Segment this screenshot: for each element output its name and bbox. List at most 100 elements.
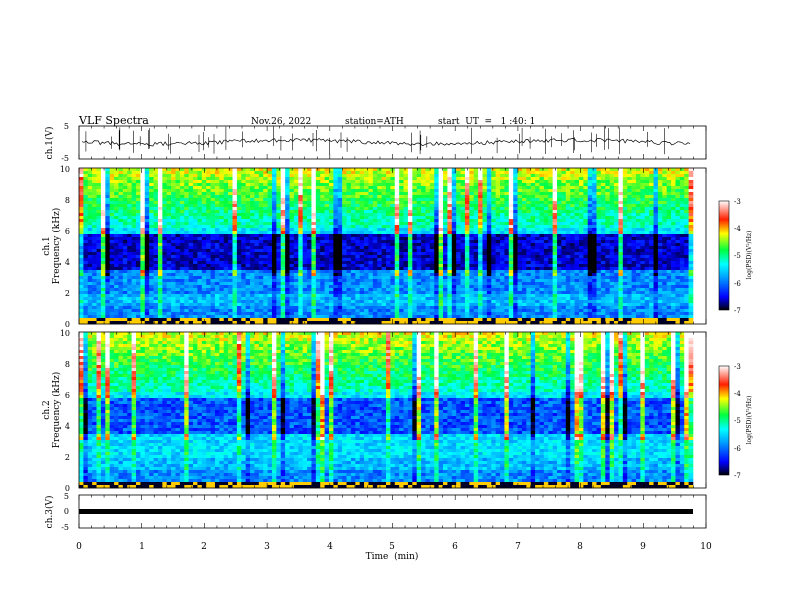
spec1-cell xyxy=(328,171,334,175)
spec1-cell xyxy=(263,222,268,226)
spec1-cell xyxy=(293,231,299,235)
spec1-cell xyxy=(166,210,172,214)
spec1-cell xyxy=(592,234,597,238)
spec1-cell xyxy=(592,216,597,220)
spec1-cell xyxy=(315,207,321,211)
spec1-cell xyxy=(662,261,667,265)
spec1-cell xyxy=(557,252,562,256)
spec1-cell xyxy=(140,210,146,214)
spec1-cell xyxy=(206,168,211,172)
spec1-cell xyxy=(184,231,189,235)
spec1-cell xyxy=(136,252,141,256)
spec1-cell xyxy=(324,192,330,196)
spec1-cell xyxy=(201,255,207,259)
spec1-cell xyxy=(109,195,115,199)
spec1-cell xyxy=(548,174,553,178)
spec1-cell xyxy=(166,216,172,220)
spec1-cell xyxy=(416,213,422,217)
spec1-cell xyxy=(614,219,619,223)
spec1-cell xyxy=(179,225,185,229)
spec1-cell xyxy=(526,243,532,247)
spec1-cell xyxy=(289,255,295,259)
spec1-cell xyxy=(504,234,510,238)
spec1-cell xyxy=(355,267,360,271)
spec1-cell xyxy=(285,180,290,184)
spec1-cell xyxy=(171,249,176,253)
spec1-cell xyxy=(438,246,444,250)
spec1-cell xyxy=(197,252,203,256)
spec1-cell xyxy=(399,237,404,241)
spec1-cell xyxy=(333,186,339,190)
spec1-cell xyxy=(530,174,536,178)
spec1-cell xyxy=(298,177,303,181)
spec1-cell xyxy=(403,234,409,238)
spec1-cell xyxy=(337,195,343,199)
spec1-cell xyxy=(359,231,365,235)
spec1-cell xyxy=(136,180,141,184)
spec1-cell xyxy=(254,261,260,265)
spec1-cell xyxy=(109,222,115,226)
spec1-cell xyxy=(285,270,290,274)
spec1-cell xyxy=(250,210,255,214)
spec1-cell xyxy=(614,216,619,220)
spec1-cell xyxy=(140,174,146,178)
spec1-cell xyxy=(92,168,97,172)
spec1-cell xyxy=(293,225,299,229)
spec1-cell xyxy=(381,234,387,238)
spec1-cell xyxy=(631,240,637,244)
spec1-cell xyxy=(552,222,558,226)
spec1-cell xyxy=(561,261,567,265)
spec1-cell xyxy=(530,204,536,208)
spec1-cell xyxy=(144,171,150,175)
spec1-cell xyxy=(197,261,203,265)
spec1-cell xyxy=(175,237,181,241)
spec1-cell xyxy=(688,252,694,256)
spec1-cell xyxy=(438,237,444,241)
spec1-cell xyxy=(500,255,505,259)
spec1-cell xyxy=(377,216,382,220)
spec1-cell xyxy=(460,264,466,268)
spec1-cell xyxy=(140,177,146,181)
spec1-cell xyxy=(631,198,637,202)
spec1-cell xyxy=(548,171,553,175)
spec1-cell xyxy=(592,198,597,202)
spec1-cell xyxy=(535,198,540,202)
spec1-cell xyxy=(561,246,567,250)
spec1-cell xyxy=(175,258,181,262)
spec1-cell xyxy=(267,210,273,214)
spec1-cell xyxy=(87,252,93,256)
spec1-cell xyxy=(469,192,475,196)
spec1-cell xyxy=(372,231,378,235)
spec1-cell xyxy=(346,174,352,178)
spec1-cell xyxy=(197,264,203,268)
spec1-cell xyxy=(495,255,501,259)
spec1-cell xyxy=(118,201,124,205)
spec1-cell xyxy=(508,246,514,250)
spec1-cell xyxy=(469,264,475,268)
spec1-cell xyxy=(469,207,475,211)
spec1-cell xyxy=(679,222,685,226)
spec1-cell xyxy=(175,231,181,235)
spec1-cell xyxy=(193,222,198,226)
spec1-cell xyxy=(276,237,282,241)
spec1-cell xyxy=(640,186,646,190)
spec1-cell xyxy=(342,189,347,193)
spec1-cell xyxy=(280,243,286,247)
spec1-cell xyxy=(254,252,260,256)
spec1-cell xyxy=(368,180,374,184)
spec1-cell xyxy=(495,198,501,202)
spec1-cell xyxy=(214,246,220,250)
spec1-cell xyxy=(219,237,225,241)
spec1-cell xyxy=(328,213,334,217)
spec1-cell xyxy=(193,255,198,259)
spec1-cell xyxy=(324,216,330,220)
spec1-cell xyxy=(364,189,369,193)
spec1-cell xyxy=(100,168,106,172)
spec1-cell xyxy=(92,207,97,211)
spec1-cell xyxy=(473,201,479,205)
spec1-cell xyxy=(460,216,466,220)
spec1-cell xyxy=(425,186,431,190)
spec1-cell xyxy=(214,222,220,226)
spec1-cell xyxy=(429,207,435,211)
spec1-cell xyxy=(671,207,676,211)
